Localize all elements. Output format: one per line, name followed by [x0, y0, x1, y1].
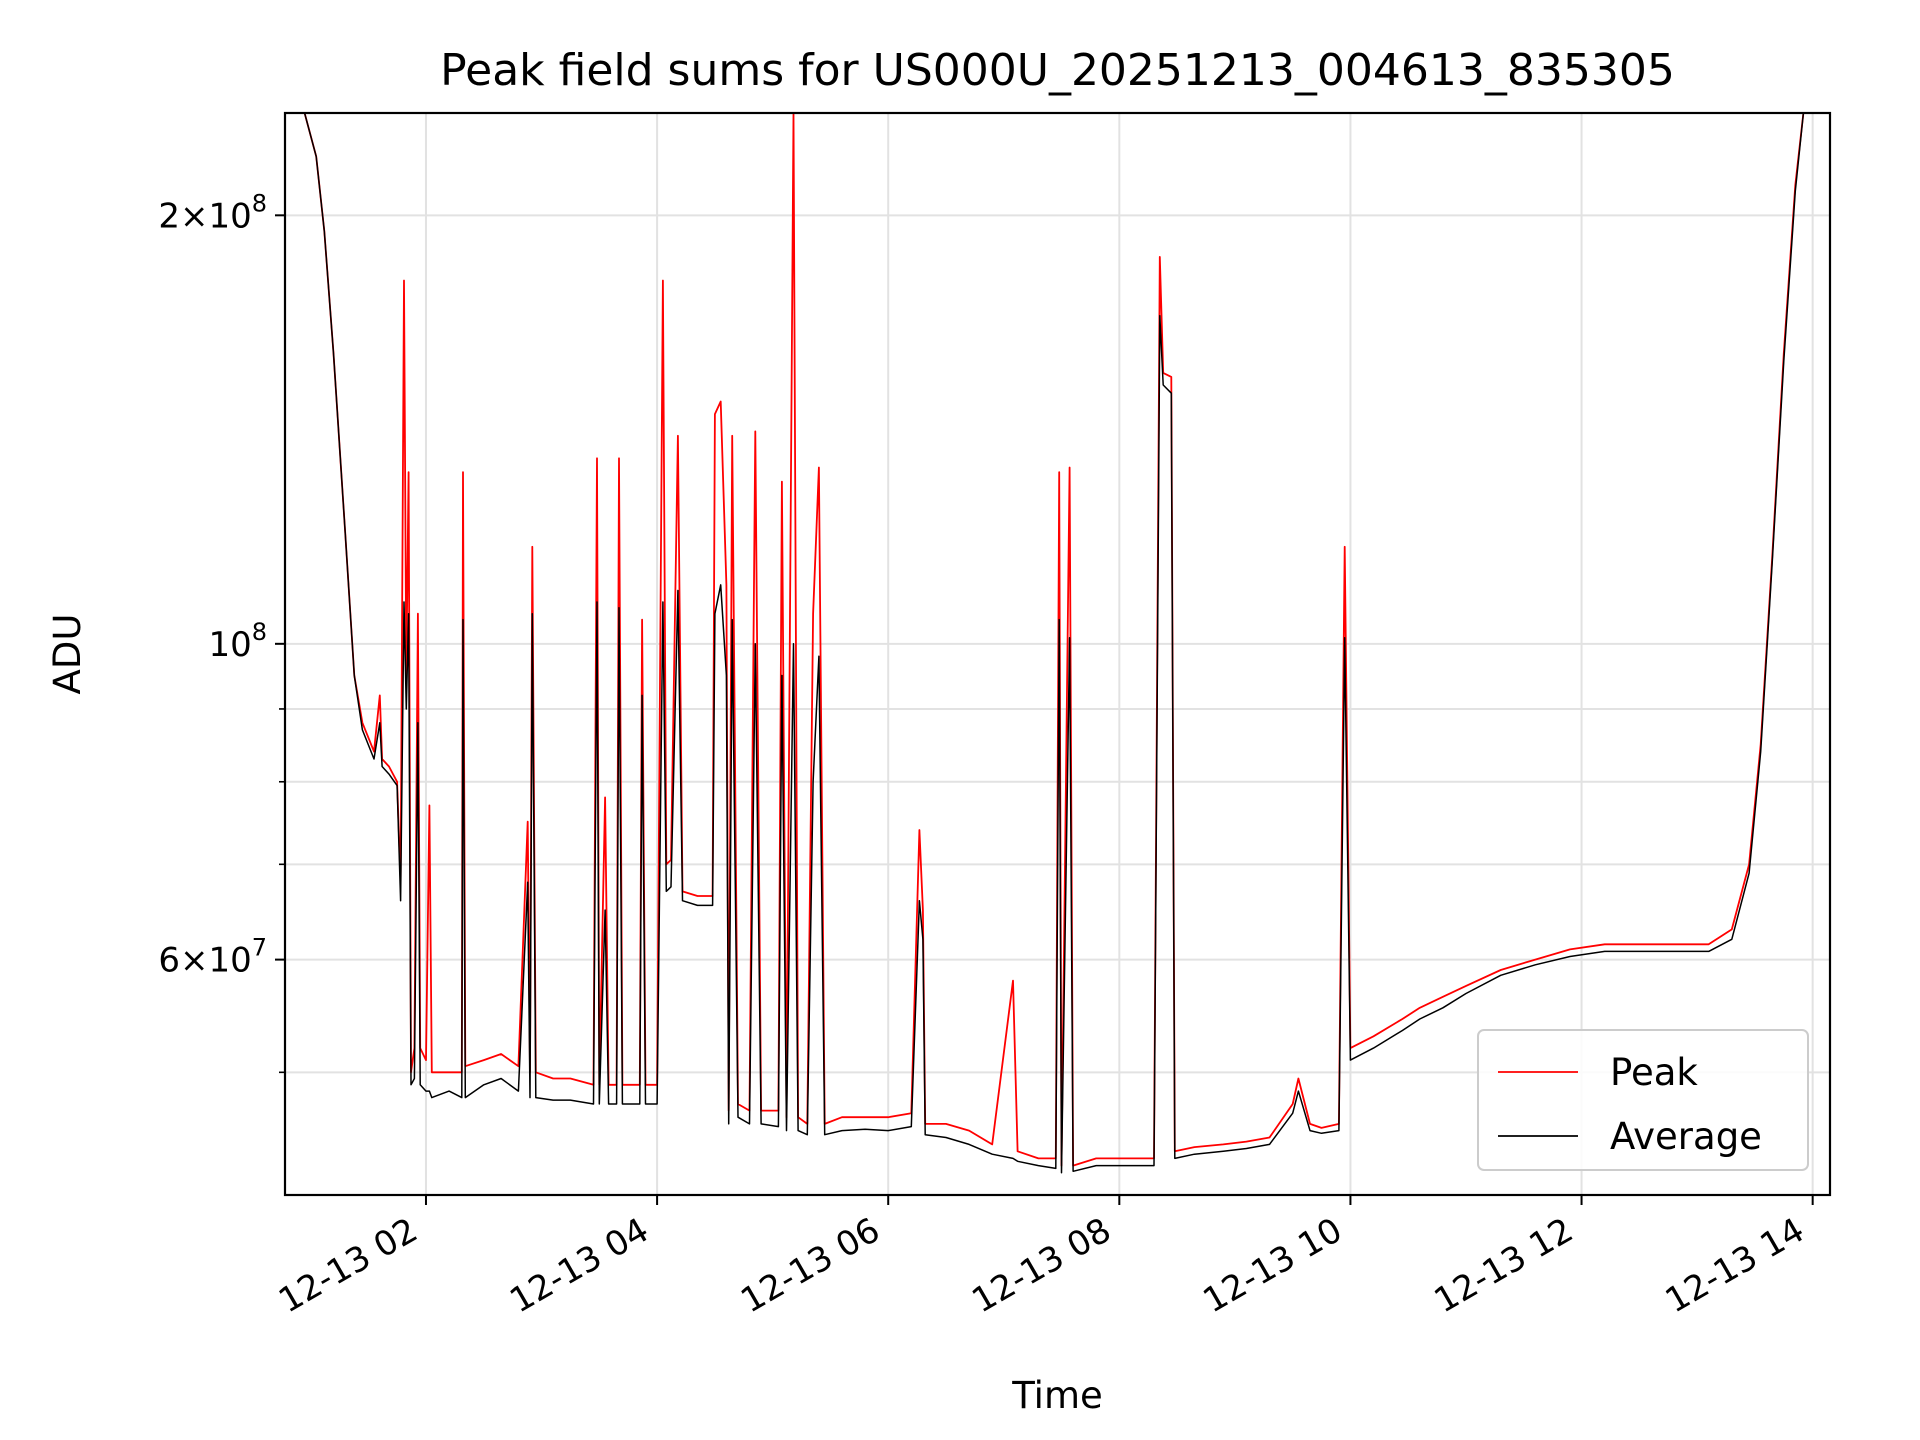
y-tick-base: 10 [208, 941, 251, 981]
chart-title: Peak field sums for US000U_20251213_0046… [440, 45, 1675, 96]
y-tick-label: 108 [208, 618, 267, 665]
y-tick-base: 10 [208, 196, 251, 236]
y-tick-base: 10 [208, 625, 251, 665]
y-tick-exponent: 7 [252, 934, 267, 962]
y-tick-exponent: 8 [252, 189, 267, 217]
y-tick-label: 2×108 [158, 189, 267, 236]
plot-frame [283, 111, 1832, 1197]
y-axis-label: ADU [46, 614, 89, 695]
y-tick-mantissa: 2× [158, 196, 208, 236]
y-tick-label: 6×107 [158, 934, 267, 981]
series-line-average [303, 113, 1830, 1174]
legend-label-peak: Peak [1610, 1051, 1698, 1094]
y-tick-exponent: 8 [252, 618, 267, 646]
x-axis-label: Time [1011, 1374, 1103, 1417]
legend-box [1477, 1029, 1809, 1171]
y-tick-mantissa: 6× [158, 941, 208, 981]
series-layer [303, 113, 1830, 1174]
legend-label-average: Average [1610, 1115, 1762, 1158]
legend: Peak Average [1477, 1029, 1809, 1171]
